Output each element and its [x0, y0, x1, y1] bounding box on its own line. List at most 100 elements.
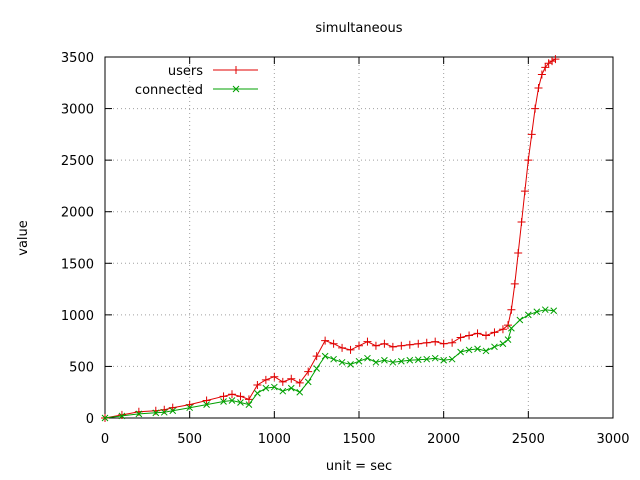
plus-marker [431, 337, 440, 346]
plus-marker [520, 187, 529, 196]
cross-marker [372, 358, 380, 366]
cross-marker [237, 399, 244, 406]
plus-marker [261, 375, 270, 384]
cross-marker [169, 407, 177, 415]
cross-marker [499, 340, 507, 348]
legend-label: connected [135, 83, 203, 98]
cross-marker [491, 343, 498, 351]
plus-marker [117, 410, 126, 419]
y-tick-label: 1500 [61, 257, 94, 272]
cross-marker [338, 358, 346, 366]
cross-marker [313, 365, 321, 372]
y-tick-label: 2500 [61, 154, 94, 169]
series-connected [101, 306, 558, 422]
cross-marker [304, 378, 312, 386]
plus-marker [371, 341, 380, 350]
plus-marker [244, 395, 253, 404]
cross-marker [232, 85, 240, 93]
plus-marker [380, 339, 389, 348]
plus-marker [278, 377, 287, 386]
plus-marker [534, 83, 543, 92]
plus-marker [363, 337, 372, 346]
cross-marker [381, 356, 388, 364]
y-tick-label: 1000 [61, 309, 94, 324]
plus-marker [355, 341, 363, 350]
plus-marker [312, 352, 321, 361]
plus-marker [202, 396, 211, 405]
plus-marker [397, 341, 406, 350]
y-tick-label: 3000 [61, 103, 94, 118]
cross-marker [254, 389, 261, 397]
plus-marker [504, 321, 513, 330]
cross-marker [423, 355, 431, 363]
cross-marker [465, 346, 473, 354]
grid-lines [105, 57, 613, 418]
cross-marker [101, 414, 109, 422]
plus-marker [422, 338, 431, 347]
cross-marker [279, 387, 287, 395]
y-tick-label: 3500 [61, 51, 94, 66]
cross-marker [355, 357, 363, 365]
cross-marker [135, 410, 143, 418]
cross-marker [186, 404, 194, 412]
plus-marker [514, 248, 523, 257]
cross-marker [533, 308, 541, 316]
cross-marker [296, 388, 304, 396]
cross-marker [347, 361, 354, 368]
cross-marker [550, 307, 558, 315]
plus-marker [541, 63, 550, 72]
cross-marker [482, 347, 490, 355]
x-tick-label: 2500 [512, 432, 545, 447]
x-tick-label: 2000 [427, 432, 460, 447]
plus-marker [507, 305, 516, 314]
x-tick-label: 1000 [258, 432, 291, 447]
cross-marker [330, 355, 337, 363]
y-tick-label: 2000 [61, 206, 94, 221]
plus-marker [414, 339, 423, 348]
series-group [101, 55, 560, 422]
cross-marker [431, 354, 439, 362]
plus-marker [439, 339, 448, 348]
plus-marker [287, 374, 296, 383]
plus-marker [527, 130, 536, 139]
cross-marker [524, 311, 532, 319]
plus-marker [465, 331, 474, 340]
cross-marker [474, 345, 481, 353]
series-line [104, 309, 554, 419]
plus-marker [405, 340, 414, 349]
plus-marker [531, 104, 540, 113]
cross-marker [389, 358, 397, 366]
series-line [104, 58, 556, 419]
cross-marker [160, 408, 168, 416]
cross-marker [118, 412, 126, 420]
y-tick-label: 500 [69, 360, 94, 375]
plus-marker [448, 338, 457, 347]
cross-marker [228, 397, 236, 404]
plus-marker [295, 378, 304, 387]
cross-marker [406, 356, 414, 364]
cross-marker [448, 355, 456, 363]
chart-title: simultaneous [315, 21, 402, 36]
plus-marker [338, 343, 347, 352]
legend-label: users [168, 64, 203, 79]
x-tick-label: 500 [177, 432, 202, 447]
plus-marker [551, 55, 560, 64]
plus-marker [537, 70, 546, 79]
plus-marker [482, 331, 490, 340]
plus-marker [232, 66, 240, 74]
cross-marker [440, 356, 448, 364]
cross-marker [245, 401, 253, 408]
cross-marker [457, 348, 464, 356]
y-tick-label: 0 [86, 412, 94, 427]
cross-marker [516, 316, 524, 324]
cross-marker [504, 336, 512, 343]
plus-marker [510, 279, 519, 288]
plus-marker [548, 57, 557, 66]
legend: users connected [135, 64, 258, 98]
plus-marker [473, 329, 482, 338]
x-axis-label: unit = sec [326, 459, 392, 474]
x-tick-label: 1500 [342, 432, 375, 447]
series-users [101, 55, 560, 422]
plus-marker [253, 380, 262, 389]
